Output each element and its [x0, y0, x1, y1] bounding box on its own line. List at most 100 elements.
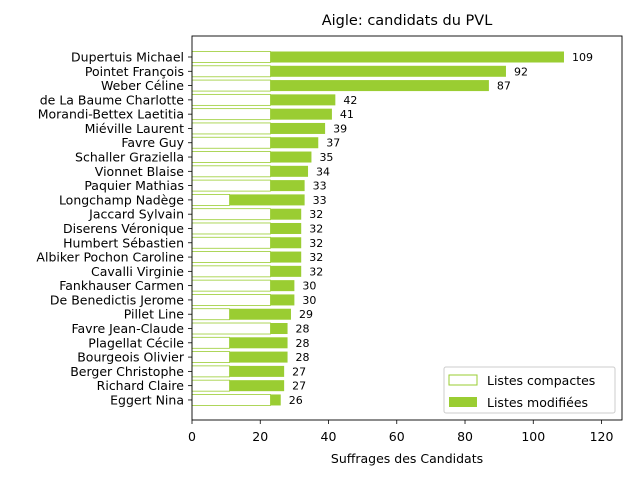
value-label: 34: [316, 165, 330, 178]
value-label: 27: [292, 365, 306, 378]
category-label: Albiker Pochon Caroline: [36, 250, 184, 265]
value-label: 30: [302, 294, 316, 307]
legend-swatch-compact: [448, 374, 478, 386]
bar-compact: [191, 151, 271, 163]
value-label: 32: [309, 222, 323, 235]
plot-frame: [191, 35, 623, 421]
bar-modified: [229, 351, 288, 363]
category-label: Favre Guy: [121, 135, 184, 150]
value-label: 87: [497, 80, 511, 93]
category-label: Plagellat Cécile: [88, 335, 184, 350]
bar-compact: [191, 336, 230, 349]
bar-compact: [191, 79, 271, 92]
bar-compact: [191, 136, 271, 149]
bar-modified: [270, 251, 302, 263]
x-tick-label: 100: [521, 429, 545, 444]
value-label: 37: [326, 137, 340, 150]
x-tick-label: 60: [389, 429, 405, 444]
value-label: 28: [296, 323, 310, 336]
bar-compact: [191, 222, 271, 235]
category-label: Favre Jean-Claude: [71, 321, 184, 336]
category-label: Dupertuis Michael: [71, 50, 184, 65]
category-label: Berger Christophe: [70, 364, 184, 379]
bar-compact: [191, 65, 271, 78]
value-label: 92: [514, 65, 528, 78]
bar-compact: [191, 308, 230, 321]
bar-compact: [191, 165, 271, 178]
bar-modified: [229, 337, 288, 349]
category-label: Vionnet Blaise: [95, 164, 185, 179]
value-label: 33: [313, 180, 327, 193]
bar-modified: [270, 323, 288, 335]
category-label: Cavalli Virginie: [91, 264, 184, 279]
bar-compact: [191, 394, 271, 406]
bar-modified: [270, 180, 305, 192]
category-label: Humbert Sébastien: [63, 235, 184, 250]
value-label: 41: [340, 108, 354, 121]
category-label: Miéville Laurent: [85, 121, 184, 136]
value-label: 32: [309, 251, 323, 264]
value-label: 32: [309, 208, 323, 221]
value-label: 33: [313, 194, 327, 207]
x-tick-label: 40: [321, 429, 337, 444]
bar-modified: [270, 237, 302, 249]
bar-modified: [270, 208, 302, 220]
category-label: Schaller Graziella: [75, 150, 184, 165]
bar-compact: [191, 351, 230, 363]
bar-modified: [270, 94, 336, 106]
bar-compact: [191, 108, 271, 121]
x-axis-label: Suffrages des Candidats: [331, 451, 483, 466]
category-label: Jaccard Sylvain: [88, 207, 184, 222]
bar-modified: [270, 280, 295, 292]
legend-label-compact: Listes compactes: [487, 373, 595, 388]
category-label: De Benedictis Jerome: [50, 292, 184, 307]
category-label: Richard Claire: [97, 378, 185, 393]
bar-compact: [191, 379, 230, 392]
value-labels: 1099287424139373534333332323232323030292…: [289, 51, 593, 407]
bar-compact: [191, 122, 271, 135]
bar-modified: [270, 122, 326, 134]
bar-modified: [229, 365, 285, 377]
bar-compact: [191, 236, 271, 249]
category-label: Pillet Line: [124, 307, 185, 322]
value-label: 26: [289, 394, 303, 407]
value-label: 39: [333, 122, 347, 135]
bar-modified: [270, 65, 506, 77]
legend-swatch-modified: [449, 397, 477, 407]
bar-modified: [270, 80, 489, 92]
x-tick-label: 20: [252, 429, 268, 444]
bars-layer: [191, 51, 564, 406]
value-label: 32: [309, 237, 323, 250]
bar-compact: [191, 51, 271, 63]
category-label: Bourgeois Olivier: [77, 350, 185, 365]
bar-modified: [270, 151, 312, 163]
bar-modified: [270, 265, 302, 277]
bar-compact: [191, 365, 230, 378]
category-label: Weber Céline: [101, 78, 184, 93]
bar-modified: [270, 222, 302, 234]
bar-compact: [191, 322, 271, 335]
bar-modified: [270, 137, 319, 149]
category-label: Morandi-Bettex Laetitia: [38, 107, 184, 122]
category-label: Eggert Nina: [110, 392, 184, 407]
bar-compact: [191, 93, 271, 106]
chart-title: Aigle: candidats du PVL: [322, 13, 493, 29]
bar-modified: [270, 165, 309, 177]
legend-box: [443, 366, 616, 414]
bar-modified: [270, 108, 332, 120]
bar-modified: [229, 194, 305, 206]
bar-compact: [191, 251, 271, 263]
bar-compact: [191, 179, 271, 192]
bar-modified: [270, 294, 295, 306]
bar-compact: [191, 265, 271, 278]
value-label: 28: [296, 351, 310, 364]
x-tick-label: 80: [457, 429, 473, 444]
category-label: Longchamp Nadège: [59, 192, 184, 207]
bar-modified: [270, 51, 564, 63]
bar-modified: [229, 308, 291, 320]
value-label: 29: [299, 308, 313, 321]
category-label: Fankhauser Carmen: [59, 278, 184, 293]
value-label: 30: [302, 280, 316, 293]
legend: Listes compactes Listes modifiées: [443, 366, 616, 414]
